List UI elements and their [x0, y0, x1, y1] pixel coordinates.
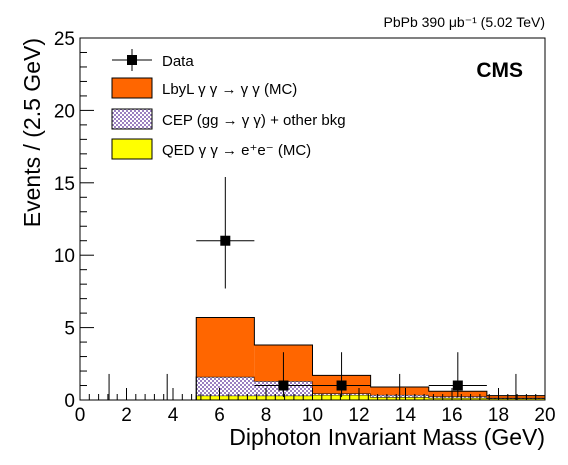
- legend-entry-4: QED γ γ → e⁺e⁻ (MC): [111, 138, 311, 160]
- data-point-1: [80, 373, 139, 401]
- x-tick-label-5: 8: [261, 405, 272, 426]
- cms-label: CMS: [476, 59, 523, 82]
- data-point-3: [196, 177, 255, 289]
- legend-entry-2: LbyL γ γ → γ γ (MC): [111, 77, 297, 99]
- x-tick-label-9: 16: [441, 405, 462, 426]
- data-point-4: [254, 352, 313, 398]
- stack-bar-3-1: [196, 317, 255, 377]
- axes-layer: 0 2 4 6 8 10 12 14 16 18 20 0 5 10 15 20 25: [54, 29, 556, 426]
- legend: Data LbyL γ γ → γ γ (MC) CEP (gg → γ γ) + …: [111, 49, 346, 160]
- stack-layer: [195, 316, 546, 400]
- stack-outline-3: [195, 316, 546, 400]
- x-tick-label-7: 12: [348, 405, 369, 426]
- data-point-7: [428, 352, 487, 398]
- stack-bar-1-3: [312, 394, 371, 400]
- data-marker-3: [220, 235, 231, 246]
- header-text: PbPb 390 μb⁻¹ (5.02 TeV): [383, 14, 545, 30]
- x-tick-label-3: 4: [168, 405, 179, 426]
- x-tick-label-4: 6: [214, 405, 225, 426]
- stack-bar-1-2: [254, 395, 313, 400]
- data-point-2: [138, 373, 197, 401]
- x-tick-label-6: 10: [302, 405, 323, 426]
- y-tick-label-2: 5: [64, 319, 75, 340]
- data-marker-5: [336, 380, 347, 391]
- y-tick-label-6: 25: [54, 29, 75, 50]
- legend-entry-3: CEP (gg → γ γ) + other bkg: [111, 108, 346, 130]
- y-axis-label: Events / (2.5 GeV): [19, 38, 45, 227]
- legend-data-marker: [127, 55, 137, 65]
- stack-bar-2-1: [196, 376, 255, 396]
- data-point-5: [312, 352, 371, 398]
- x-tick-label-10: 18: [488, 405, 509, 426]
- data-marker-7: [452, 380, 463, 391]
- legend-label-2: LbyL γ γ → γ γ (MC): [162, 81, 297, 98]
- legend-swatch-2: [111, 77, 153, 99]
- legend-swatch-4: [111, 138, 153, 160]
- x-tick-label-11: 20: [534, 405, 555, 426]
- y-tick-label-5: 20: [54, 101, 75, 122]
- stack-bar-1-5: [428, 397, 487, 400]
- y-tick-label-4: 15: [54, 174, 75, 195]
- legend-swatch-3: [111, 108, 153, 130]
- x-axis-label: Diphoton Invariant Mass (GeV): [229, 424, 545, 450]
- x-tick-label-2: 2: [121, 405, 132, 426]
- legend-entry-data: Data: [112, 49, 194, 71]
- y-tick-label-3: 10: [54, 246, 75, 267]
- y-tick-label-1: 0: [64, 391, 75, 412]
- legend-label-4: QED γ γ → e⁺e⁻ (MC): [162, 142, 311, 159]
- x-tick-label-8: 14: [395, 405, 417, 426]
- legend-label-3: CEP (gg → γ γ) + other bkg: [162, 112, 346, 129]
- legend-label-data: Data: [162, 53, 194, 70]
- stack-bar-1-1: [196, 395, 255, 400]
- data-marker-4: [278, 380, 289, 391]
- x-tick-label-1: 0: [75, 405, 86, 426]
